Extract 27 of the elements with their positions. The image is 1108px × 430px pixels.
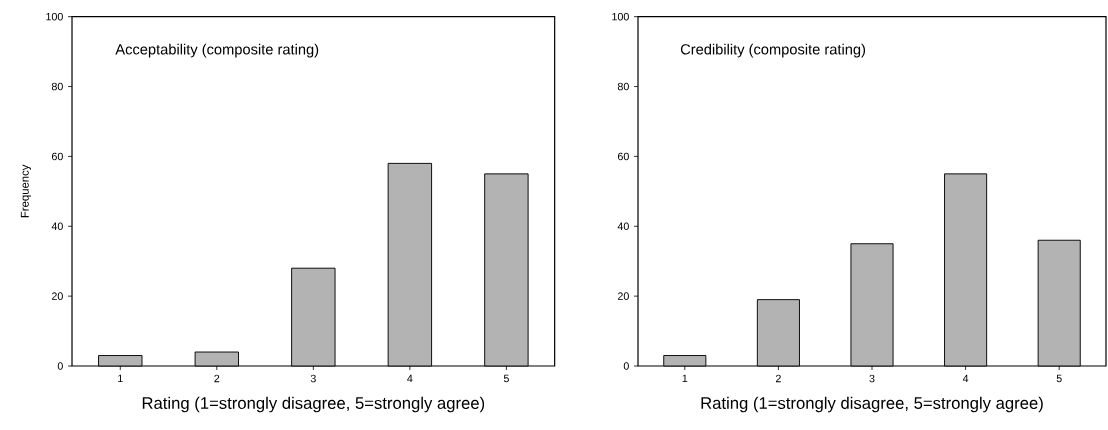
x-tick-label: 1 — [118, 374, 123, 383]
text: Credibility (composite rating) — [680, 43, 866, 58]
text: Acceptability (composite rating) — [115, 43, 319, 58]
y-tick-label: 40 — [51, 222, 63, 231]
y-axis-title: Frequency — [20, 164, 31, 218]
x-tick-label: 5 — [503, 374, 509, 383]
y-tick-label: 80 — [51, 82, 63, 91]
x-axis-title: Rating (1=strongly disagree, 5=strongly agree) — [701, 396, 1043, 413]
y-tick-label: 60 — [51, 152, 63, 161]
x-tick-label: 2 — [775, 374, 781, 383]
x-tick-label: 4 — [962, 374, 969, 383]
y-tick-label: 0 — [57, 362, 63, 370]
y-tick-label: 60 — [617, 152, 629, 161]
x-tick-label: 5 — [1056, 374, 1062, 383]
y-tick-label: 20 — [617, 292, 629, 300]
y-tick-label: 100 — [612, 12, 629, 21]
x-tick-label: 1 — [682, 374, 688, 383]
y-tick-label: 20 — [51, 292, 63, 300]
x-tick-label: 4 — [407, 374, 413, 383]
y-tick-label: 80 — [617, 82, 629, 91]
y-tick-label: 100 — [46, 12, 63, 21]
x-axis-title: Rating (1=strongly disagree, 5=strongly agree) — [142, 396, 485, 413]
x-tick-label: 3 — [310, 374, 316, 383]
x-tick-label: 3 — [869, 374, 875, 383]
y-tick-label: 40 — [617, 222, 629, 231]
y-tick-label: 0 — [623, 362, 629, 370]
x-tick-label: 2 — [214, 374, 220, 383]
